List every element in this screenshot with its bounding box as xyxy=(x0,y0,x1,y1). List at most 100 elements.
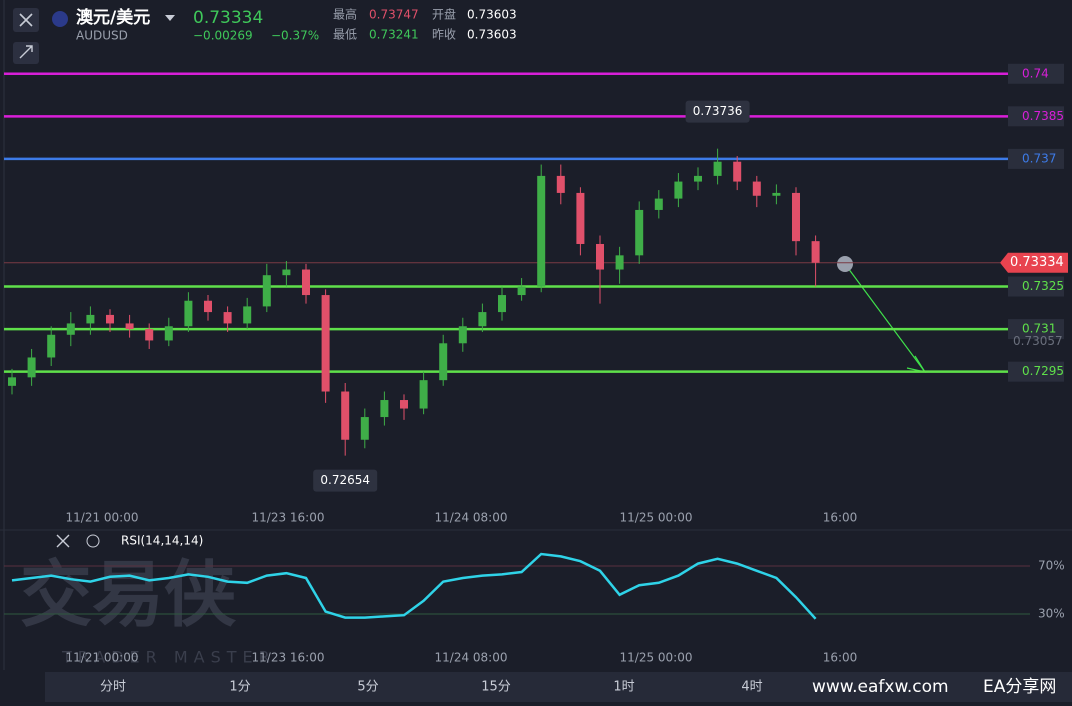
tab[interactable]: 5分 xyxy=(357,680,378,695)
price: 0.73334 xyxy=(193,8,263,28)
flag-icon xyxy=(52,11,68,27)
candle-body xyxy=(694,175,702,182)
watermark: 交易侠 xyxy=(20,553,237,637)
candle-body xyxy=(27,357,36,378)
candle-body xyxy=(733,161,742,182)
symbol: AUDUSD xyxy=(76,29,128,43)
candle-body xyxy=(86,314,95,324)
watermark-sub: TRADER MASTER xyxy=(61,648,276,667)
info-icon[interactable] xyxy=(837,256,853,272)
candle-body xyxy=(792,192,800,242)
current-price: 0.73334 xyxy=(1010,255,1064,270)
tab[interactable]: 15分 xyxy=(481,680,511,695)
level-label: 0.737 xyxy=(1022,151,1056,165)
value: 0.73747 xyxy=(369,8,419,22)
tab[interactable]: 4时 xyxy=(741,680,762,695)
candle-body xyxy=(380,400,389,418)
candle-body xyxy=(341,391,350,440)
high-marker-box xyxy=(685,100,750,123)
candle-body xyxy=(615,255,624,270)
candle-body xyxy=(517,286,526,296)
candle-body xyxy=(576,192,585,244)
label: 开盘 xyxy=(432,7,456,22)
change-pct: −0.37% xyxy=(271,29,319,43)
candle-body xyxy=(811,241,820,263)
rsi-time-label: 11/23 16:00 xyxy=(252,651,325,665)
rsi-tick-label: 30% xyxy=(1038,607,1065,621)
dropdown[interactable] xyxy=(165,15,175,21)
candle-body xyxy=(635,209,644,256)
level-tag xyxy=(1008,361,1064,382)
tab-bar xyxy=(45,672,1072,702)
expand-icon xyxy=(19,45,33,59)
rsi-settings[interactable] xyxy=(86,534,100,548)
value: 0.73603 xyxy=(467,8,517,22)
rsi-line xyxy=(11,552,817,620)
candle-body xyxy=(204,300,212,313)
candle-body xyxy=(262,275,271,307)
candle-body xyxy=(772,192,781,196)
current-price-tag xyxy=(1000,252,1068,273)
side-price: 0.73057 xyxy=(1013,334,1063,348)
candle-body xyxy=(8,377,16,386)
candle-body xyxy=(360,417,369,440)
time-label: 11/25 00:00 xyxy=(620,511,693,525)
candle-body xyxy=(537,175,546,287)
level-tag xyxy=(1008,276,1064,297)
candle-body xyxy=(674,181,683,199)
label: 昨收 xyxy=(432,28,456,42)
rsi-time-label: 16:00 xyxy=(823,651,858,665)
level-tag xyxy=(1008,63,1064,84)
level-label: 0.7325 xyxy=(1022,279,1064,293)
level-label: 0.731 xyxy=(1022,322,1056,336)
close-icon xyxy=(19,13,33,27)
candle-body xyxy=(184,300,193,327)
high-marker: 0.73736 xyxy=(693,104,743,118)
rsi-time-label: 11/25 00:00 xyxy=(620,651,693,665)
candle-body xyxy=(145,329,154,341)
change: −0.00269 xyxy=(193,29,253,43)
level-label: 0.7385 xyxy=(1022,109,1064,123)
rsi-time-label: 11/21 00:00 xyxy=(66,651,139,665)
candle-body xyxy=(596,243,604,270)
candle-body xyxy=(458,326,467,344)
rsi-title: RSI(14,14,14) xyxy=(121,534,203,548)
tab[interactable]: 分时 xyxy=(100,680,126,695)
site-name: EA分享网 xyxy=(983,677,1056,697)
candle-body xyxy=(400,400,408,409)
candle-body xyxy=(713,161,722,176)
site: www.eafxw.com xyxy=(812,677,949,697)
time-label: 11/23 16:00 xyxy=(252,511,325,525)
candle-body xyxy=(321,295,330,392)
low-marker: 0.72654 xyxy=(320,473,370,487)
candle-body xyxy=(125,323,134,330)
time-label: 16:00 xyxy=(823,511,858,525)
candle-body xyxy=(478,312,487,327)
candle-body xyxy=(106,314,114,324)
candle-body xyxy=(654,198,663,210)
level-tag xyxy=(1008,148,1064,169)
rsi-tick-label: 70% xyxy=(1038,559,1065,573)
rsi-close[interactable] xyxy=(56,534,70,548)
level-label: 0.7295 xyxy=(1022,364,1064,378)
value: 0.73241 xyxy=(369,28,419,42)
candle-body xyxy=(556,175,565,193)
value: 0.73603 xyxy=(467,28,517,42)
pair: 澳元/美元 xyxy=(76,7,150,28)
candle-body xyxy=(47,334,56,358)
label: 最低 xyxy=(333,28,357,42)
candle-body xyxy=(66,323,75,335)
tab[interactable]: 1分 xyxy=(229,680,250,695)
level-tag xyxy=(1008,319,1064,340)
candle-body xyxy=(752,181,761,196)
candle-body xyxy=(282,269,291,276)
label: 最高 xyxy=(333,7,357,22)
level-label: 0.74 xyxy=(1022,66,1049,80)
rsi-time-label: 11/24 08:00 xyxy=(435,651,508,665)
candle-body xyxy=(243,306,252,324)
candle-body xyxy=(439,343,448,381)
level-tag xyxy=(1008,106,1064,127)
tab[interactable]: 1时 xyxy=(613,680,634,695)
